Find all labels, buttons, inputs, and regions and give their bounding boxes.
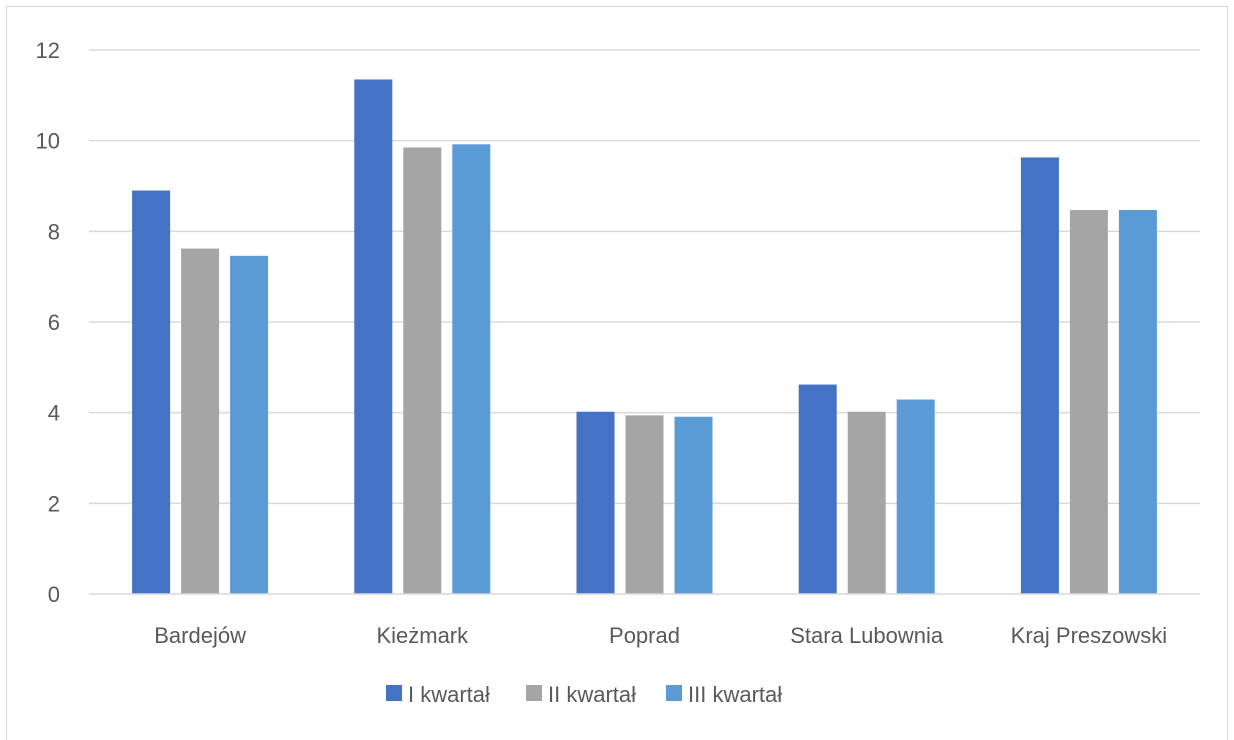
legend-label: II kwartał: [548, 682, 636, 707]
legend-swatch: [386, 685, 402, 701]
legend-swatch: [526, 685, 542, 701]
bar-1-2: [354, 79, 393, 594]
bar-1-5: [1020, 157, 1059, 594]
y-axis-ticks: 0 2 4 6 8 10 12: [36, 38, 60, 607]
y-tick-label: 6: [48, 310, 60, 335]
bar-2-2: [403, 147, 442, 594]
bar-3-1: [230, 255, 269, 594]
legend-label: I kwartał: [408, 682, 490, 707]
legend-label: III kwartał: [688, 682, 782, 707]
x-category-label: Poprad: [609, 623, 680, 648]
bar-3-3: [674, 416, 713, 594]
bar-2-5: [1069, 210, 1108, 594]
bar-1-4: [798, 384, 837, 594]
y-tick-label: 0: [48, 582, 60, 607]
bar-2-3: [625, 415, 664, 594]
legend: I kwartał II kwartał III kwartał: [386, 682, 782, 707]
bar-1-1: [132, 190, 171, 595]
y-tick-label: 2: [48, 491, 60, 516]
bar-2-1: [181, 248, 220, 594]
legend-swatch: [666, 685, 682, 701]
x-category-label: Bardejów: [154, 623, 246, 648]
x-axis-labels: Bardejów Kieżmark Poprad Stara Lubownia Kraj…: [154, 623, 1167, 648]
y-tick-label: 12: [36, 38, 60, 63]
y-tick-label: 10: [36, 129, 60, 154]
bar-2-4: [847, 411, 886, 594]
bar-3-4: [896, 399, 935, 594]
y-tick-label: 4: [48, 401, 60, 426]
y-tick-label: 8: [48, 219, 60, 244]
bar-1-3: [576, 411, 615, 594]
bar-3-2: [452, 144, 491, 594]
x-category-label: Stara Lubownia: [790, 623, 944, 648]
bars: [132, 79, 1157, 595]
x-category-label: Kraj Preszowski: [1011, 623, 1167, 648]
bar-3-5: [1118, 210, 1157, 594]
x-category-label: Kieżmark: [376, 623, 469, 648]
